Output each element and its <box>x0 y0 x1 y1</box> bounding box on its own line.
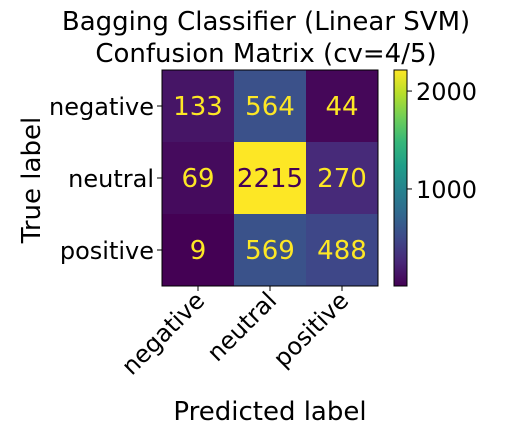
cell-value-label: 9 <box>190 236 207 266</box>
x-tick-label: positive <box>268 286 354 372</box>
colorbar-tick-label: 1000 <box>416 176 477 204</box>
matrix-cell <box>306 214 378 286</box>
matrix-cell <box>162 214 234 286</box>
y-tick-label: neutral <box>68 165 154 193</box>
cell-value-label: 488 <box>317 236 367 266</box>
matrix-cell <box>234 214 306 286</box>
colorbar: 1000 2000 <box>393 69 477 287</box>
chart-title-line-2: Confusion Matrix (cv=4/5) <box>95 39 436 69</box>
cell-value-label: 564 <box>245 92 295 122</box>
chart-title-line-1: Bagging Classifier (Linear SVM) <box>62 7 470 37</box>
cell-value-label: 133 <box>173 92 223 122</box>
y-tick-label: negative <box>49 93 154 121</box>
matrix-grid: 133 564 44 69 2215 270 9 569 488 <box>161 69 379 287</box>
x-axis-label: Predicted label <box>173 397 366 427</box>
y-tick-labels: negative neutral positive <box>49 93 162 265</box>
cell-value-label: 2215 <box>237 164 303 194</box>
y-tick-label: positive <box>60 237 154 265</box>
matrix-cell <box>162 142 234 214</box>
matrix-cell <box>162 70 234 142</box>
cell-value-label: 270 <box>317 164 367 194</box>
colorbar-gradient <box>393 69 408 287</box>
cell-value-label: 569 <box>245 236 295 266</box>
matrix-cell <box>234 70 306 142</box>
cell-value-label: 44 <box>325 92 358 122</box>
matrix-cell <box>234 142 306 214</box>
x-tick-label: negative <box>116 286 210 380</box>
y-axis-label: True label <box>17 117 47 244</box>
colorbar-tick-label: 2000 <box>416 78 477 106</box>
cell-value-label: 69 <box>181 164 214 194</box>
matrix-cell <box>306 70 378 142</box>
matrix-cell <box>306 142 378 214</box>
